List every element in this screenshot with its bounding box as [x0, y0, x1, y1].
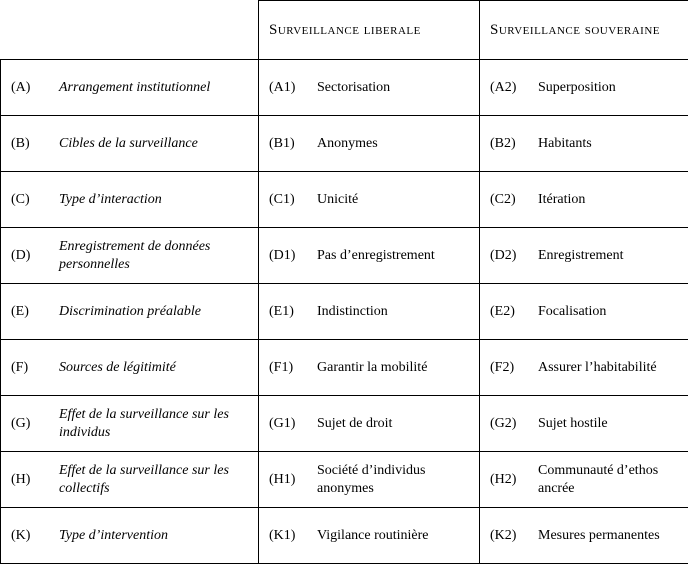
row-code: (B2)	[490, 135, 538, 153]
row-code: (B1)	[269, 135, 317, 153]
row-code: (C1)	[269, 191, 317, 209]
row-value: Garantir la mobilité	[317, 359, 469, 377]
row-dimension-cell: (C) Type d’interaction	[1, 172, 259, 228]
row-liberale-cell: (C1) Unicité	[259, 172, 480, 228]
row-value: Indistinction	[317, 303, 469, 321]
row-desc: Sources de légitimité	[59, 359, 248, 377]
row-dimension-cell: (B) Cibles de la surveillance	[1, 116, 259, 172]
row-value: Sujet de droit	[317, 415, 469, 433]
row-souveraine-cell: (H2) Communauté d’ethos ancrée	[480, 452, 688, 508]
row-desc: Enregistrement de données personnelles	[59, 238, 248, 273]
row-dimension-cell: (F) Sources de légitimité	[1, 340, 259, 396]
table-row: (H) Effet de la surveillance sur les col…	[1, 452, 688, 508]
row-value: Anonymes	[317, 135, 469, 153]
row-code: (E2)	[490, 303, 538, 321]
row-souveraine-cell: (F2) Assurer l’habitabilité	[480, 340, 688, 396]
row-souveraine-cell: (E2) Focalisation	[480, 284, 688, 340]
row-code: (A1)	[269, 79, 317, 97]
row-desc: Discrimination préalable	[59, 303, 248, 321]
row-desc: Type d’intervention	[59, 527, 248, 545]
row-souveraine-cell: (B2) Habitants	[480, 116, 688, 172]
row-code: (F1)	[269, 359, 317, 377]
row-code: (G1)	[269, 415, 317, 433]
table-row: (D) Enregistrement de données personnell…	[1, 228, 688, 284]
row-value: Habitants	[538, 135, 678, 153]
table-row: (K) Type d’intervention (K1) Vigilance r…	[1, 508, 688, 564]
row-dimension-cell: (A) Arrangement institutionnel	[1, 60, 259, 116]
row-value: Superposition	[538, 79, 678, 97]
row-code: (A)	[11, 79, 59, 97]
row-value: Unicité	[317, 191, 469, 209]
row-value: Société d’individus anonymes	[317, 462, 469, 497]
row-souveraine-cell: (K2) Mesures permanentes	[480, 508, 688, 564]
row-value: Focalisation	[538, 303, 678, 321]
row-dimension-cell: (H) Effet de la surveillance sur les col…	[1, 452, 259, 508]
header-liberale-label: Surveillance liberale	[259, 21, 479, 40]
row-value: Enregistrement	[538, 247, 678, 265]
row-desc: Cibles de la surveillance	[59, 135, 248, 153]
row-value: Itération	[538, 191, 678, 209]
row-code: (B)	[11, 135, 59, 153]
row-desc: Effet de la surveillance sur les individ…	[59, 406, 248, 441]
row-desc: Type d’interaction	[59, 191, 248, 209]
row-liberale-cell: (D1) Pas d’enregistrement	[259, 228, 480, 284]
row-desc: Arrangement institutionnel	[59, 79, 248, 97]
row-code: (D)	[11, 247, 59, 265]
table-row: (A) Arrangement institutionnel (A1) Sect…	[1, 60, 688, 116]
row-code: (G)	[11, 415, 59, 433]
row-value: Sectorisation	[317, 79, 469, 97]
row-value: Pas d’enregistrement	[317, 247, 469, 265]
row-code: (K1)	[269, 527, 317, 545]
row-liberale-cell: (K1) Vigilance routinière	[259, 508, 480, 564]
header-souveraine-label: Surveillance souveraine	[480, 21, 688, 40]
row-code: (D1)	[269, 247, 317, 265]
row-liberale-cell: (E1) Indistinction	[259, 284, 480, 340]
row-value: Mesures permanentes	[538, 527, 678, 545]
row-code: (F)	[11, 359, 59, 377]
row-value: Vigilance routinière	[317, 527, 469, 545]
row-code: (H2)	[490, 471, 538, 489]
row-souveraine-cell: (A2) Superposition	[480, 60, 688, 116]
row-dimension-cell: (D) Enregistrement de données personnell…	[1, 228, 259, 284]
row-code: (H1)	[269, 471, 317, 489]
table-row: (E) Discrimination préalable (E1) Indist…	[1, 284, 688, 340]
row-code: (C2)	[490, 191, 538, 209]
surveillance-typology-table: Surveillance liberale Surveillance souve…	[0, 0, 688, 564]
row-value: Sujet hostile	[538, 415, 678, 433]
row-code: (E)	[11, 303, 59, 321]
row-liberale-cell: (A1) Sectorisation	[259, 60, 480, 116]
row-desc: Effet de la surveillance sur les collect…	[59, 462, 248, 497]
row-dimension-cell: (K) Type d’intervention	[1, 508, 259, 564]
row-code: (K2)	[490, 527, 538, 545]
table-body: (A) Arrangement institutionnel (A1) Sect…	[1, 60, 688, 564]
row-liberale-cell: (G1) Sujet de droit	[259, 396, 480, 452]
row-dimension-cell: (E) Discrimination préalable	[1, 284, 259, 340]
table-row: (C) Type d’interaction (C1) Unicité (C2)…	[1, 172, 688, 228]
row-souveraine-cell: (C2) Itération	[480, 172, 688, 228]
row-souveraine-cell: (G2) Sujet hostile	[480, 396, 688, 452]
table-row: (G) Effet de la surveillance sur les ind…	[1, 396, 688, 452]
row-liberale-cell: (B1) Anonymes	[259, 116, 480, 172]
header-souveraine: Surveillance souveraine	[480, 1, 688, 60]
header-liberale: Surveillance liberale	[259, 1, 480, 60]
row-code: (F2)	[490, 359, 538, 377]
table-row: (B) Cibles de la surveillance (B1) Anony…	[1, 116, 688, 172]
row-souveraine-cell: (D2) Enregistrement	[480, 228, 688, 284]
row-code: (G2)	[490, 415, 538, 433]
row-value: Communauté d’ethos ancrée	[538, 462, 678, 497]
row-code: (K)	[11, 527, 59, 545]
table-header-row: Surveillance liberale Surveillance souve…	[1, 1, 688, 60]
row-liberale-cell: (H1) Société d’individus anonymes	[259, 452, 480, 508]
row-code: (D2)	[490, 247, 538, 265]
header-empty	[1, 1, 259, 60]
row-code: (H)	[11, 471, 59, 489]
table-row: (F) Sources de légitimité (F1) Garantir …	[1, 340, 688, 396]
row-liberale-cell: (F1) Garantir la mobilité	[259, 340, 480, 396]
row-dimension-cell: (G) Effet de la surveillance sur les ind…	[1, 396, 259, 452]
row-code: (E1)	[269, 303, 317, 321]
row-code: (C)	[11, 191, 59, 209]
row-code: (A2)	[490, 79, 538, 97]
row-value: Assurer l’habitabilité	[538, 359, 678, 377]
